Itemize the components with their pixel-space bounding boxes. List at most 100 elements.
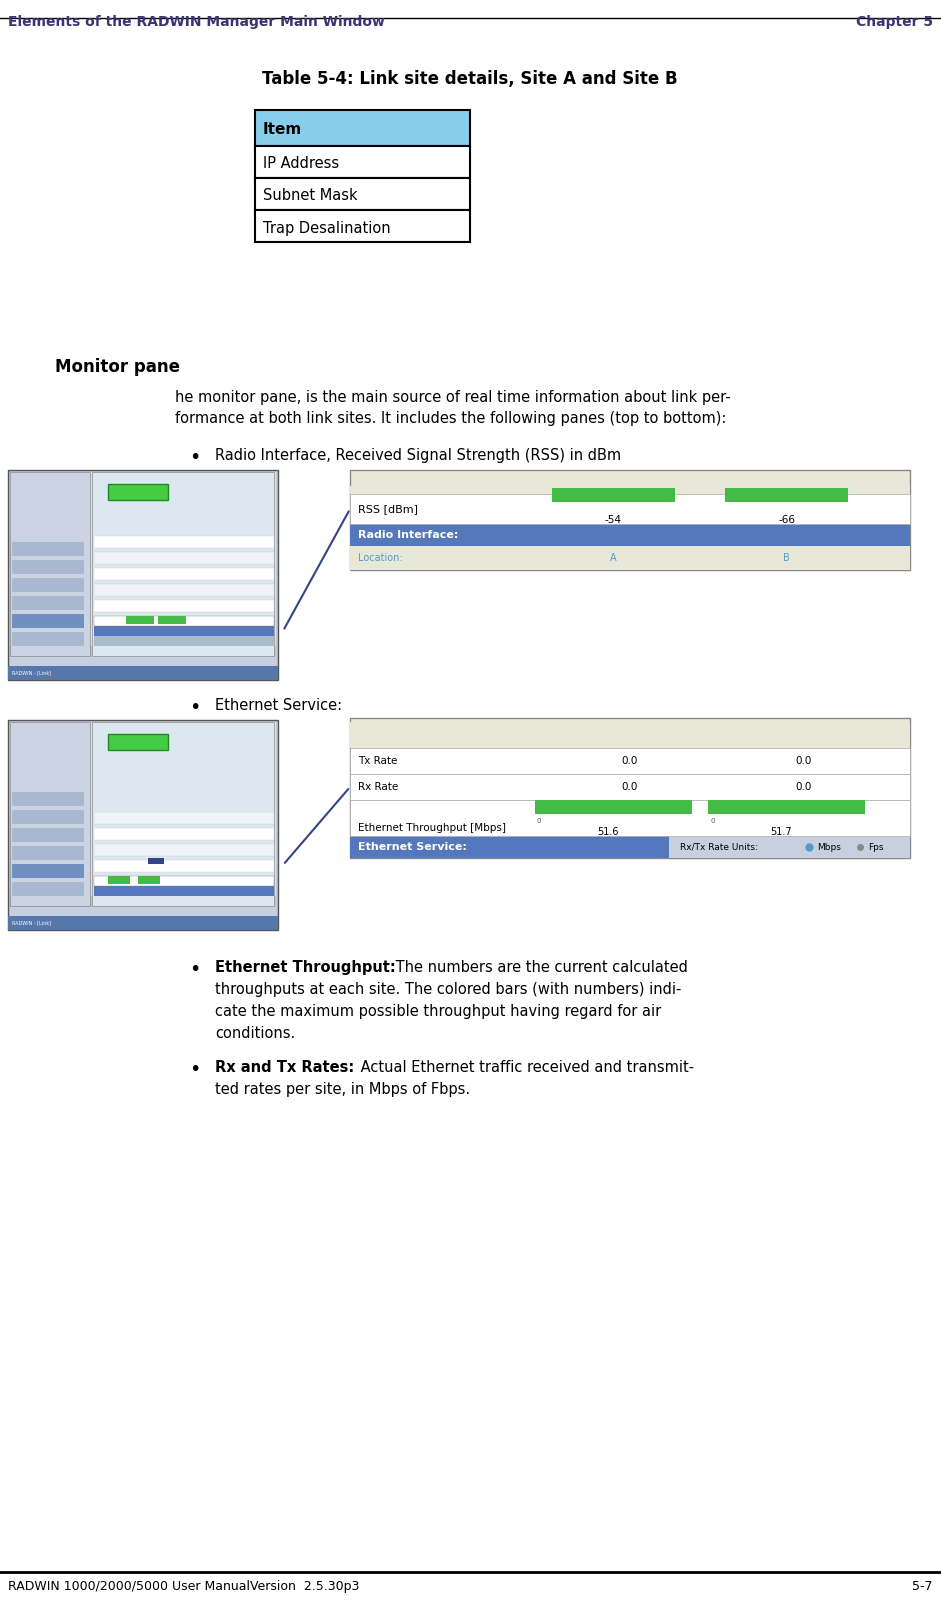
Bar (8, 666, 278, 680)
Text: Monitor pane: Monitor pane (55, 358, 180, 375)
Bar (148, 858, 164, 865)
Bar (551, 488, 675, 502)
Bar (534, 800, 692, 813)
Bar (350, 800, 910, 836)
Bar (12, 632, 84, 646)
Bar (8, 470, 278, 680)
Bar (10, 656, 276, 666)
Text: 0.0: 0.0 (795, 783, 812, 792)
Text: conditions.: conditions. (215, 1027, 295, 1041)
Text: A: A (610, 553, 616, 563)
Bar (12, 865, 84, 877)
Bar (12, 542, 84, 557)
Text: he monitor pane, is the main source of real time information about link per-
for: he monitor pane, is the main source of r… (175, 390, 731, 427)
Text: Subnet Mask: Subnet Mask (263, 189, 358, 204)
Text: The numbers are the current calculated: The numbers are the current calculated (391, 961, 688, 975)
Bar (94, 828, 274, 840)
Text: Fps: Fps (868, 842, 884, 852)
Text: Chapter 5: Chapter 5 (856, 14, 933, 29)
Text: Radio Interface, Received Signal Strength (RSS) in dBm: Radio Interface, Received Signal Strengt… (215, 448, 621, 464)
Bar (94, 584, 274, 597)
Text: 52.0: 52.0 (671, 816, 688, 826)
Bar (350, 470, 910, 569)
Text: cate the maximum possible throughput having regard for air: cate the maximum possible throughput hav… (215, 1004, 662, 1019)
Text: Location:: Location: (358, 553, 403, 563)
Bar (92, 472, 274, 656)
Text: 52.1: 52.1 (844, 816, 861, 826)
Bar (108, 484, 168, 500)
Bar (92, 722, 274, 906)
Text: 51.6: 51.6 (597, 828, 618, 837)
Bar (8, 720, 278, 930)
Bar (94, 637, 274, 646)
Bar (350, 719, 910, 858)
Bar (12, 828, 84, 842)
Bar (12, 577, 84, 592)
Bar (94, 568, 274, 581)
Bar (10, 722, 276, 916)
Bar (12, 597, 84, 610)
Text: IP Address: IP Address (263, 157, 339, 172)
Bar (126, 616, 154, 624)
Text: RADWIN - [Link]: RADWIN - [Link] (12, 921, 51, 926)
Bar (12, 614, 84, 629)
Text: RADWIN 1000/2000/5000 User ManualVersion  2.5.30p3: RADWIN 1000/2000/5000 User ManualVersion… (8, 1580, 359, 1593)
Bar (255, 178, 470, 210)
Bar (12, 845, 84, 860)
Text: Rx/Tx Rate Units:: Rx/Tx Rate Units: (680, 842, 758, 852)
Bar (108, 735, 168, 751)
Bar (10, 722, 90, 906)
Text: throughputs at each site. The colored bars (with numbers) indi-: throughputs at each site. The colored ba… (215, 982, 681, 998)
Bar (350, 836, 669, 858)
Text: -66: -66 (778, 515, 795, 525)
Bar (669, 836, 910, 858)
Bar (94, 812, 274, 824)
Text: -54: -54 (605, 515, 622, 525)
Text: Mbps: Mbps (818, 842, 841, 852)
Bar (12, 882, 84, 897)
Text: 0.0: 0.0 (622, 783, 638, 792)
Text: 0.0: 0.0 (622, 755, 638, 767)
Bar (94, 626, 274, 637)
Text: Ethernet Service:: Ethernet Service: (358, 842, 467, 852)
Bar (10, 906, 276, 916)
Bar (350, 486, 910, 494)
Text: Table 5-4: Link site details, Site A and Site B: Table 5-4: Link site details, Site A and… (263, 71, 678, 88)
Text: Ethernet Throughput [Mbps]: Ethernet Throughput [Mbps] (358, 823, 506, 832)
Text: •: • (189, 961, 200, 978)
Bar (94, 536, 274, 549)
Text: •: • (189, 1060, 200, 1079)
Bar (94, 844, 274, 857)
Bar (94, 885, 274, 897)
Bar (350, 775, 910, 800)
Text: •: • (189, 698, 200, 717)
Bar (10, 472, 90, 656)
Text: Trap Desalination: Trap Desalination (263, 220, 391, 236)
Bar (94, 876, 274, 885)
Bar (12, 792, 84, 805)
Text: Elements of the RADWIN Manager Main Window: Elements of the RADWIN Manager Main Wind… (8, 14, 385, 29)
Bar (10, 646, 276, 656)
Bar (709, 800, 865, 813)
Bar (350, 747, 910, 775)
Bar (12, 560, 84, 574)
Bar (138, 876, 160, 884)
Text: •: • (189, 448, 200, 467)
Text: 0: 0 (710, 818, 715, 824)
Text: Item: Item (263, 122, 302, 138)
Bar (10, 897, 276, 906)
Text: Ethernet Throughput:: Ethernet Throughput: (215, 961, 396, 975)
Bar (350, 722, 910, 747)
Bar (94, 616, 274, 626)
Text: ted rates per site, in Mbps of Fbps.: ted rates per site, in Mbps of Fbps. (215, 1083, 470, 1097)
Text: Rx Rate: Rx Rate (358, 783, 398, 792)
Text: Radio Interface:: Radio Interface: (358, 529, 458, 541)
Text: Rx and Tx Rates:: Rx and Tx Rates: (215, 1060, 354, 1075)
Text: RADWIN - [Link]: RADWIN - [Link] (12, 670, 51, 675)
Text: Tx Rate: Tx Rate (358, 755, 397, 767)
Bar (350, 494, 910, 525)
Bar (158, 616, 186, 624)
Text: Actual Ethernet traffic received and transmit-: Actual Ethernet traffic received and tra… (356, 1060, 694, 1075)
Text: RSS [dBm]: RSS [dBm] (358, 504, 418, 513)
Bar (255, 146, 470, 178)
